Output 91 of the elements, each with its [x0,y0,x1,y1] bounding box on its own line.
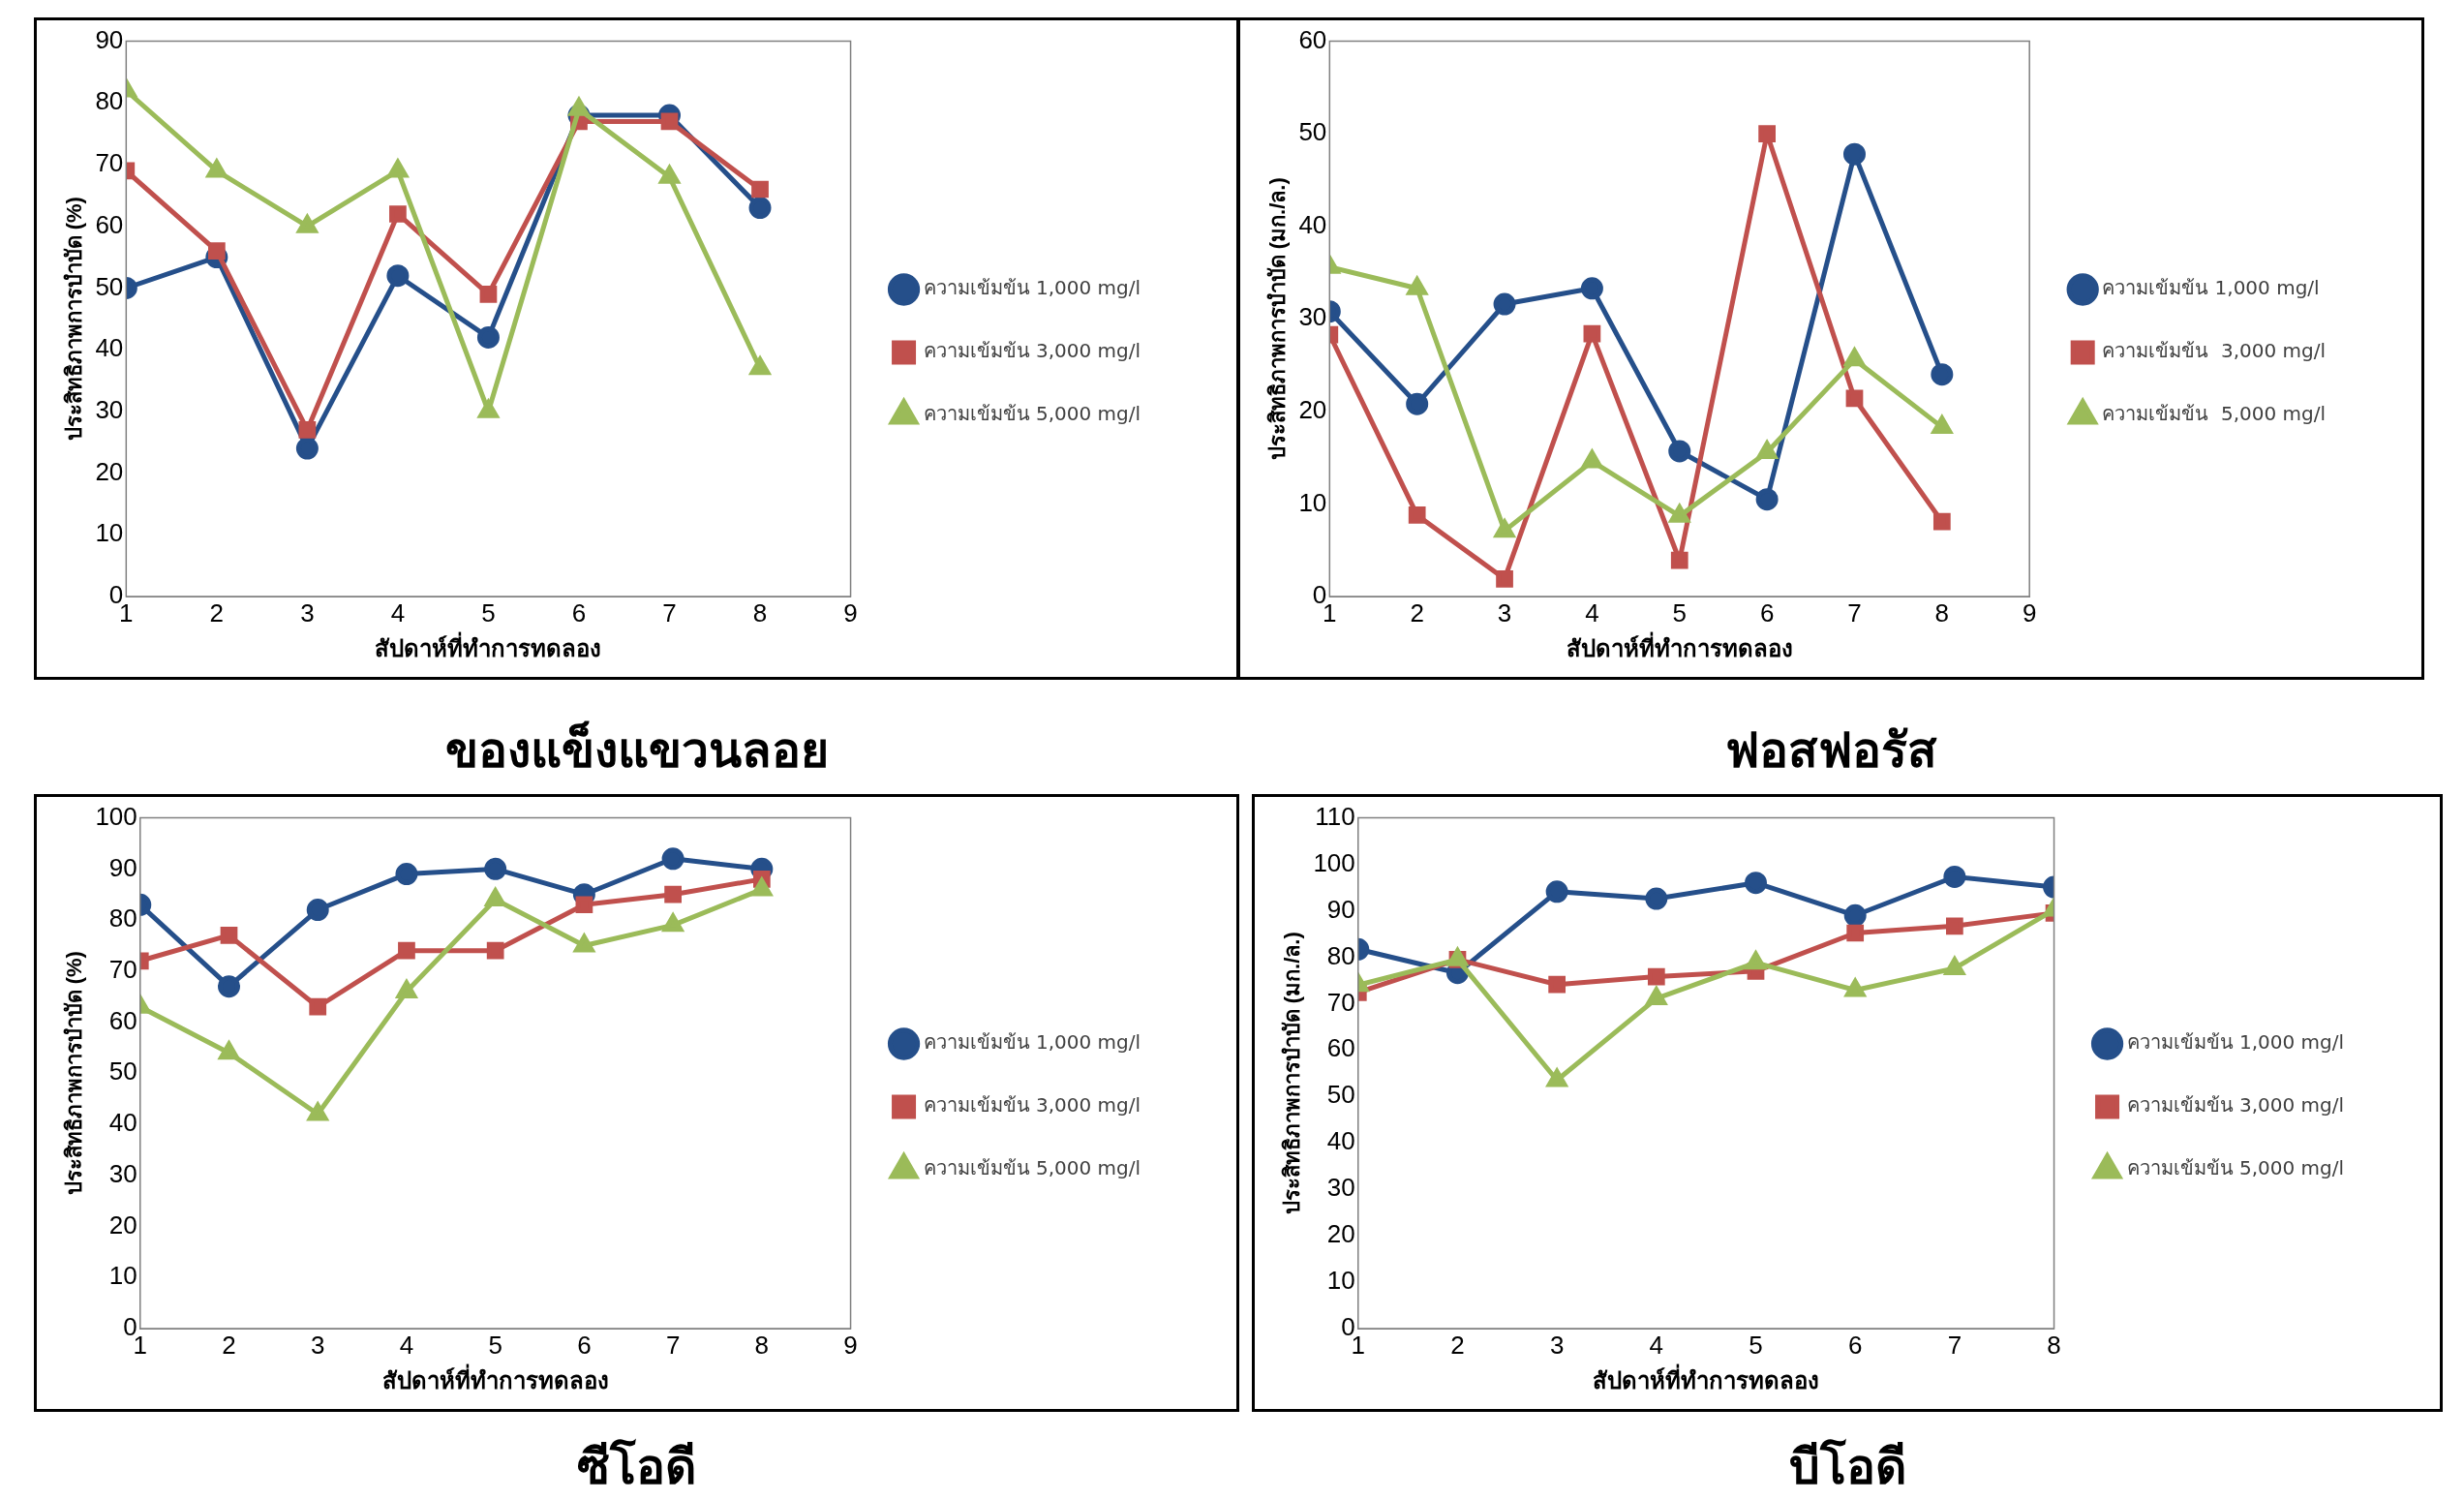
x-axis-title: สัปดาห์ที่ทำการทดลอง [1566,631,1793,662]
text: บีโอดี [1787,1438,1907,1497]
y-tick-label: 40 [1298,209,1327,239]
legend-label: ความเข้มข้น 3,000 mg/l [923,339,1141,363]
legend-label: ความเข้มข้น 1,000 mg/l [2126,1030,2345,1055]
y-tick-label: 60 [1298,24,1327,54]
x-tick-label: 4 [399,1330,414,1360]
x-tick-label: 6 [1847,1330,1863,1360]
x-axis-title: สัปดาห์ที่ทำการทดลอง [381,1363,609,1394]
x-tick-label: 9 [843,1330,858,1360]
y-tick-label: 70 [1326,987,1355,1017]
y-tick-label: 50 [1298,117,1327,147]
legend-label: ความเข้มข้น 3,000 mg/l [923,1093,1141,1117]
x-tick-label: 3 [1549,1330,1565,1360]
x-tick-label: 3 [1497,597,1512,628]
x-tick-label: 2 [222,1330,236,1360]
x-tick-label: 9 [843,597,858,628]
y-tick-label: 90 [95,24,124,54]
y-tick-label: 10 [1298,487,1327,517]
x-tick-label: 3 [310,1330,325,1360]
legend-label: ความเข้มข้น 3,000 mg/l [2102,339,2327,363]
y-tick-label: 20 [108,1209,137,1240]
y-tick-label: 40 [108,1108,137,1138]
y-tick-label: 90 [1326,894,1355,924]
y-tick-label: 10 [108,1261,137,1291]
y-tick-label: 80 [95,86,124,116]
text: ฟอสฟอรัส [1723,721,1938,781]
legend-label: ความเข้มข้น 1,000 mg/l [923,1030,1141,1055]
y-axis-title: ประสิทธิภาพการบำบัด (มก./ล.) [1280,932,1305,1215]
x-tick-label: 7 [662,597,677,628]
x-tick-label: 2 [209,597,225,628]
y-tick-label: 110 [1315,801,1355,831]
legend-label: ความเข้มข้น 5,000 mg/l [923,1156,1141,1180]
x-tick-label: 6 [577,1330,592,1360]
x-tick-label: 6 [571,597,587,628]
x-tick-label: 9 [2022,597,2037,628]
y-axis-title: ประสิทธิภาพการบำบัด (%) [62,951,87,1196]
x-axis-title: สัปดาห์ที่ทำการทดลอง [375,631,602,662]
y-tick-label: 50 [108,1056,137,1087]
y-tick-label: 30 [95,395,124,425]
y-tick-label: 30 [1326,1173,1355,1203]
y-tick-label: 40 [1326,1126,1355,1156]
y-tick-label: 30 [1298,302,1327,332]
x-tick-label: 7 [1947,1330,1962,1360]
x-tick-label: 4 [390,597,406,628]
y-tick-label: 80 [1326,940,1355,970]
x-axis-title: สัปดาห์ที่ทำการทดลอง [1593,1363,1820,1394]
y-tick-label: 20 [95,456,124,486]
y-tick-label: 50 [95,271,124,301]
legend-label: ความเข้มข้น 1,000 mg/l [2102,276,2320,300]
y-tick-label: 20 [1298,395,1327,425]
x-tick-label: 6 [1759,597,1775,628]
y-tick-label: 40 [95,333,124,363]
y-tick-label: 10 [95,518,124,548]
x-tick-label: 2 [1450,1330,1465,1360]
y-axis-title: ประสิทธิภาพการบำบัด (%) [62,197,87,442]
legend-label: ความเข้มข้น 1,000 mg/l [923,276,1141,300]
legend-label: ความเข้มข้น 5,000 mg/l [2126,1156,2345,1180]
x-tick-label: 2 [1410,597,1424,628]
x-tick-label: 8 [1934,597,1950,628]
x-tick-label: 4 [1585,597,1599,628]
y-tick-label: 100 [95,801,137,831]
text: ซีโอดี [576,1438,697,1497]
x-tick-label: 4 [1649,1330,1664,1360]
y-axis-title: ประสิทธิภาพการบำบัด (มก./ล.) [1265,177,1291,461]
legend-label: ความเข้มข้น 5,000 mg/l [923,402,1141,426]
text: ของแข็งแขวนลอย [443,719,830,781]
y-tick-label: 80 [108,903,137,934]
y-tick-label: 50 [1326,1080,1355,1110]
x-tick-label: 5 [488,1330,502,1360]
x-tick-label: 5 [1749,1330,1763,1360]
x-tick-label: 5 [1672,597,1687,628]
y-tick-label: 10 [1326,1266,1355,1296]
y-tick-label: 20 [1326,1219,1355,1249]
y-tick-label: 60 [95,209,124,239]
x-tick-label: 7 [665,1330,681,1360]
y-tick-label: 70 [108,954,137,984]
y-tick-label: 60 [1326,1033,1355,1063]
y-tick-label: 60 [108,1005,137,1035]
x-tick-label: 8 [2047,1330,2061,1360]
x-tick-label: 5 [481,597,496,628]
y-tick-label: 100 [1313,847,1355,877]
y-tick-label: 30 [108,1158,137,1188]
x-tick-label: 8 [754,1330,770,1360]
y-tick-label: 90 [108,852,137,882]
y-tick-label: 70 [95,148,124,178]
legend-label: ความเข้มข้น 3,000 mg/l [2126,1093,2345,1117]
x-tick-label: 3 [300,597,315,628]
x-tick-label: 7 [1847,597,1862,628]
legend-label: ความเข้มข้น 5,000 mg/l [2102,402,2327,426]
x-tick-label: 8 [752,597,768,628]
